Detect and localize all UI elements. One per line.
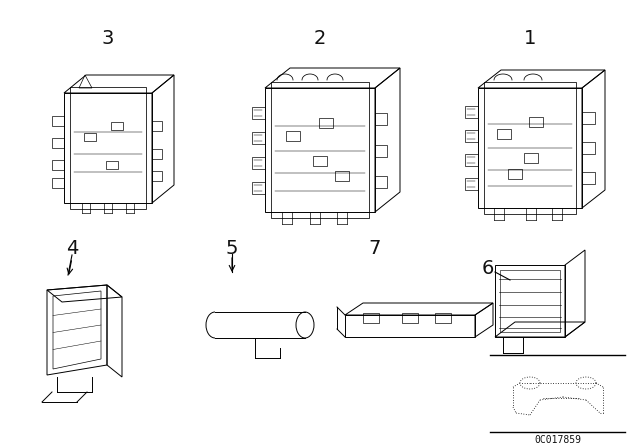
Text: 7: 7 [369,238,381,258]
Text: 3: 3 [102,29,114,47]
Text: 0C017859: 0C017859 [534,435,582,445]
Text: 4: 4 [66,238,78,258]
Text: 6: 6 [482,258,494,277]
Text: 2: 2 [314,29,326,47]
Text: 5: 5 [226,238,238,258]
Text: 1: 1 [524,29,536,47]
